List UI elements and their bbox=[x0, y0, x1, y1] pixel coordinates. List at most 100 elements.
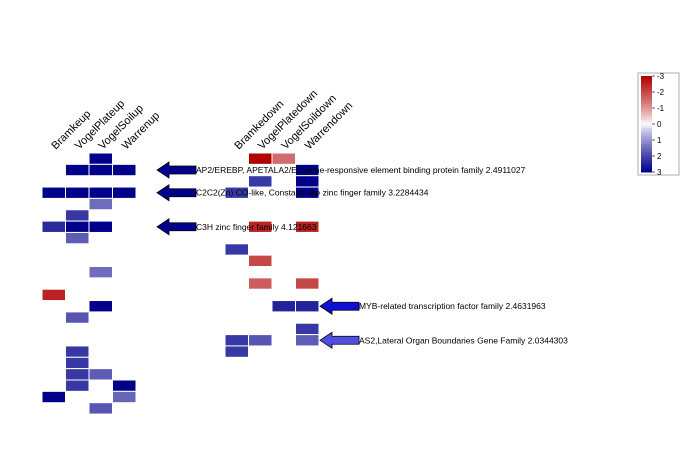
legend-gradient-step bbox=[641, 80, 652, 83]
heatmap-cell bbox=[65, 186, 90, 199]
legend-gradient-step bbox=[641, 88, 652, 91]
annotation-arrow bbox=[319, 297, 360, 315]
legend-gradient-step bbox=[641, 78, 652, 81]
heatmap-cell bbox=[248, 277, 273, 290]
heatmap-cell bbox=[65, 311, 90, 324]
legend-gradient-step bbox=[641, 124, 652, 127]
legend-gradient-step bbox=[641, 164, 652, 167]
heatmap-cell bbox=[65, 368, 90, 381]
heatmap-cell bbox=[112, 163, 137, 177]
legend-gradient-step bbox=[641, 138, 652, 141]
legend-gradient-step bbox=[641, 90, 652, 93]
heatmap-cell bbox=[295, 186, 320, 199]
annotation-arrow bbox=[156, 161, 197, 179]
annotation-arrow bbox=[156, 183, 197, 202]
legend-gradient-step bbox=[641, 96, 652, 99]
legend-gradient-step bbox=[641, 112, 652, 115]
heatmap-cell bbox=[88, 163, 113, 177]
legend-gradient-step bbox=[641, 166, 652, 169]
heatmap-cell bbox=[65, 345, 90, 358]
annotation-label: C3H zinc finger family 4.121663 bbox=[196, 222, 317, 232]
legend-gradient-step bbox=[641, 120, 652, 123]
legend-gradient-step bbox=[641, 162, 652, 165]
legend-gradient-step bbox=[641, 116, 652, 119]
heatmap-cell bbox=[88, 186, 113, 199]
legend-gradient-step bbox=[641, 86, 652, 89]
legend-gradient-step bbox=[641, 84, 652, 87]
legend-gradient-step bbox=[641, 140, 652, 143]
heatmap-cell bbox=[248, 220, 273, 233]
heatmap-cell bbox=[88, 197, 113, 211]
legend-gradient-step bbox=[641, 130, 652, 133]
legend-gradient-step bbox=[641, 136, 652, 139]
legend-gradient-step bbox=[641, 82, 652, 85]
legend-gradient-step bbox=[641, 158, 652, 161]
heatmap-cell bbox=[295, 220, 320, 233]
annotation-label: AP2/EREBP, APETALA2/Ethylene-responsive … bbox=[196, 165, 526, 175]
heatmap-cell bbox=[248, 152, 273, 165]
legend-gradient-step bbox=[641, 160, 652, 163]
heatmap-cell bbox=[295, 175, 320, 188]
legend-gradient-step bbox=[641, 132, 652, 135]
legend-gradient-step bbox=[641, 144, 652, 147]
legend-tick-label: -2 bbox=[657, 88, 665, 97]
heatmap-cell bbox=[224, 243, 249, 256]
annotation-label: MYB-related transcription factor family … bbox=[359, 301, 546, 311]
heatmap-cell bbox=[41, 390, 66, 404]
heatmap-cell bbox=[88, 220, 113, 233]
legend-gradient-step bbox=[641, 128, 652, 131]
legend-gradient-step bbox=[641, 156, 652, 159]
heatmap-cell bbox=[88, 368, 113, 381]
legend-tick-label: -3 bbox=[657, 72, 665, 81]
heatmap-cell bbox=[88, 300, 113, 313]
legend-tick-label: 3 bbox=[657, 168, 662, 177]
heatmap-cell bbox=[271, 300, 296, 313]
legend-gradient-step bbox=[641, 146, 652, 149]
annotation-arrow bbox=[156, 218, 197, 236]
legend-gradient-step bbox=[641, 150, 652, 153]
legend-gradient-step bbox=[641, 98, 652, 101]
legend-gradient-step bbox=[641, 104, 652, 107]
legend-gradient-step bbox=[641, 170, 652, 173]
legend-gradient-step bbox=[641, 154, 652, 157]
heatmap-cell bbox=[65, 209, 90, 222]
legend-gradient-step bbox=[641, 100, 652, 103]
legend-gradient-step bbox=[641, 126, 652, 129]
heatmap-cell bbox=[65, 379, 90, 392]
heatmap-cell bbox=[271, 152, 296, 165]
heatmap-cell bbox=[65, 220, 90, 233]
legend-gradient-step bbox=[641, 142, 652, 145]
heatmap-cell bbox=[112, 390, 137, 404]
heatmap-cell bbox=[248, 254, 273, 267]
legend-gradient-step bbox=[641, 118, 652, 121]
gene-family-annotations: AP2/EREBP, APETALA2/Ethylene-responsive … bbox=[156, 161, 568, 350]
legend-gradient-step bbox=[641, 94, 652, 97]
heatmap-cell bbox=[295, 300, 320, 313]
legend-gradient-step bbox=[641, 102, 652, 105]
heatmap-cell bbox=[88, 266, 113, 279]
heatmap-cell bbox=[65, 163, 90, 177]
heatmap-cell bbox=[295, 277, 320, 290]
legend-gradient-step bbox=[641, 114, 652, 117]
heatmap-cell bbox=[248, 334, 273, 347]
heatmap-cell bbox=[88, 402, 113, 415]
heatmap-cell bbox=[65, 356, 90, 370]
legend-gradient-step bbox=[641, 108, 652, 111]
legend-gradient-step bbox=[641, 106, 652, 109]
heatmap-cell bbox=[88, 152, 113, 165]
annotation-label: AS2,Lateral Organ Boundaries Gene Family… bbox=[359, 335, 568, 345]
legend-gradient-step bbox=[641, 152, 652, 155]
legend-gradient-step bbox=[641, 76, 652, 79]
legend-tick-label: 1 bbox=[657, 136, 662, 145]
color-scale-legend: -3 -2 -1 0 1 2 3 bbox=[637, 72, 680, 177]
legend-tick-label: -1 bbox=[657, 104, 665, 113]
legend-gradient-step bbox=[641, 168, 652, 171]
heatmap-cell bbox=[295, 334, 320, 347]
heatmap-cell bbox=[41, 288, 66, 302]
annotation-arrow bbox=[319, 331, 360, 350]
legend-gradient-step bbox=[641, 134, 652, 137]
heatmap-cell bbox=[112, 186, 137, 199]
heatmap-cell bbox=[224, 345, 249, 358]
